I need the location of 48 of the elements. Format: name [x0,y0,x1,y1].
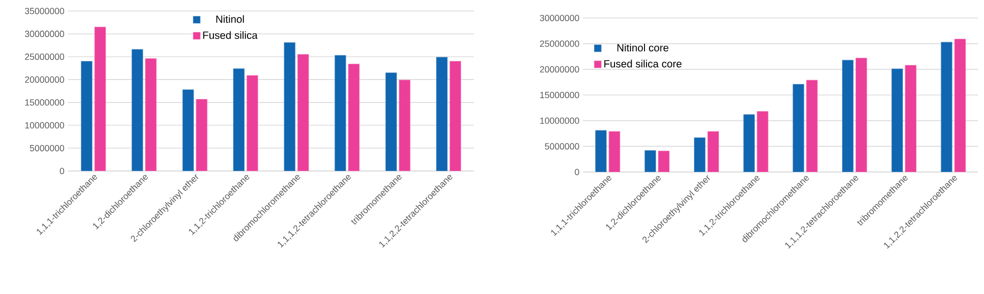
bar [398,80,410,171]
bar [348,64,360,171]
bar [196,99,208,171]
bar [246,75,258,171]
bar [806,80,818,172]
legend-label: Fused silica [203,31,258,39]
bar [450,61,462,171]
bar [940,42,952,172]
y-tick-label: 5000000 [544,143,580,150]
bar [297,54,309,171]
y-tick-label: 20000000 [25,76,64,83]
legend-label: Nitinol [216,15,244,23]
bar [595,130,607,172]
y-tick-label: 35000000 [24,8,64,14]
y-tick-label: 25000000 [540,40,580,47]
legend-label: Nitinol core [617,44,668,52]
bar [904,65,916,172]
y-tick-label: 10000000 [25,122,64,128]
y-tick-label: 5000000 [30,144,64,152]
bar [842,60,854,172]
bar [284,42,296,171]
bar [334,55,346,171]
bar [694,137,706,172]
bar [80,61,92,171]
y-tick-label: 15000000 [540,92,580,98]
bar [182,89,194,171]
legend-label: Fused silica core [604,60,682,68]
bar [385,72,397,171]
bar [792,84,804,172]
bar [233,68,245,171]
bar [94,26,106,171]
bar [658,150,670,172]
bar [132,49,144,171]
bar [436,56,448,171]
y-tick-label: 0 [60,168,64,174]
y-tick-label: 20000000 [540,66,580,73]
bar [954,38,966,172]
bar [644,150,656,172]
bar [856,58,868,172]
y-tick-label: 25000000 [25,54,64,60]
y-tick-label: 30000000 [24,30,64,38]
y-tick-label: 15000000 [25,99,64,106]
bar [891,68,903,172]
bar [145,58,157,171]
bar [707,131,719,172]
y-tick-label: 10000000 [540,117,580,124]
y-tick-label: 0 [574,168,580,176]
y-tick-label: 30000000 [540,14,580,22]
